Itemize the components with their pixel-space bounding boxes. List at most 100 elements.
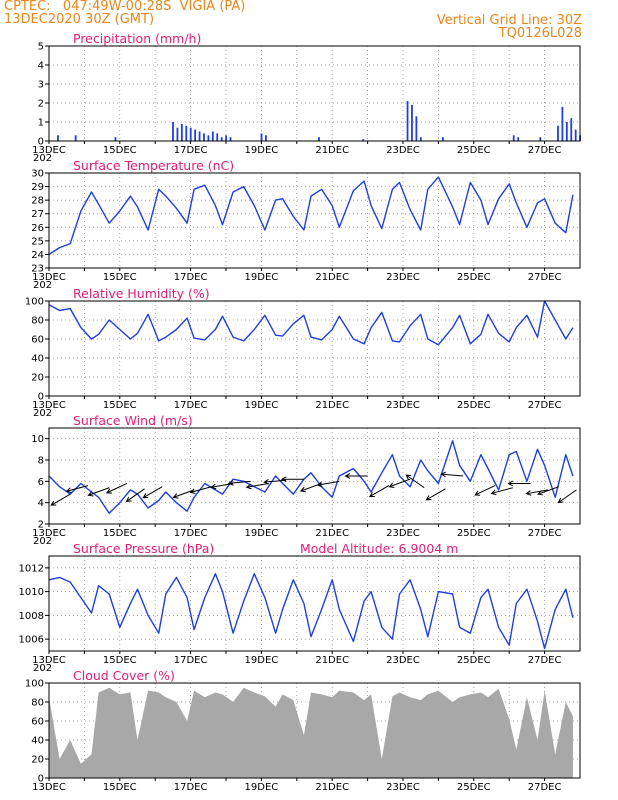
- y-tick-label: 100: [25, 297, 44, 308]
- wind-arrowhead: [142, 493, 149, 499]
- y-tick-label: 0: [38, 774, 44, 785]
- wind-vector: [526, 489, 549, 495]
- x-tick-label: 25DEC: [457, 272, 491, 283]
- wind-vector: [537, 486, 559, 495]
- y-tick-label: 80: [31, 316, 44, 327]
- y-tick-label: 8: [38, 456, 44, 467]
- x-tick-label: 15DEC: [103, 145, 137, 156]
- x-tick-label: 17DEC: [174, 782, 208, 793]
- precip-bar: [411, 104, 413, 141]
- y-tick-label: 26: [31, 223, 44, 234]
- wind-vector: [441, 473, 464, 477]
- precip-bar: [512, 135, 515, 141]
- y-tick-label: 20: [31, 373, 44, 384]
- precip-bar: [203, 133, 205, 141]
- precip-bar: [539, 137, 542, 141]
- wind-vector: [190, 486, 212, 493]
- panel-frame: [48, 45, 581, 142]
- x-tick-label: 27DEC: [528, 400, 562, 411]
- y-tick-label: 5: [38, 42, 44, 53]
- y-tick-label: 1012: [19, 563, 44, 574]
- y-tick-label: 60: [31, 717, 44, 728]
- precip-bar: [180, 123, 183, 141]
- model-code: TQ0126L028: [498, 26, 582, 41]
- y-tick-label: 3: [38, 80, 44, 91]
- wind-vector: [426, 488, 446, 501]
- x-tick-label: 15DEC: [103, 655, 137, 666]
- wind-arrowhead: [125, 496, 132, 503]
- wind-arrowhead: [87, 491, 94, 497]
- precip-bar: [517, 137, 520, 141]
- wind-vector: [389, 478, 411, 488]
- wind-arrowhead: [65, 487, 72, 493]
- x-tick-label: 19DEC: [245, 528, 279, 539]
- wind-arrowhead: [316, 481, 323, 488]
- wind-vector: [126, 488, 145, 502]
- y-tick-label: 80: [31, 698, 44, 709]
- wind-arrowhead: [388, 482, 395, 488]
- wind-arrowhead: [227, 480, 234, 486]
- forecast-date: 13DEC2020 30Z (GMT): [4, 12, 155, 27]
- precip-bar: [216, 133, 219, 141]
- x-tick-label: 27DEC: [528, 528, 562, 539]
- x-tick-label: 25DEC: [457, 145, 491, 156]
- precip-bar: [220, 137, 223, 141]
- wind-arrowhead: [368, 492, 375, 498]
- x-tick-label: 13DEC: [32, 145, 66, 156]
- series-line: [48, 176, 574, 255]
- x-tick-label: 21DEC: [315, 655, 349, 666]
- y-tick-label: 2: [38, 520, 44, 531]
- precip-bar: [570, 118, 573, 141]
- precip-bar: [362, 139, 365, 141]
- wind-arrowhead: [557, 497, 564, 504]
- y-tick-label: 0: [38, 137, 44, 148]
- precip-bar: [185, 125, 188, 141]
- x-tick-label: 19DEC: [245, 400, 279, 411]
- panel-title: Cloud Cover (%): [73, 668, 175, 683]
- wind-vector: [264, 479, 287, 483]
- wind-arrowhead: [50, 500, 57, 506]
- x-tick-label: 13DEC: [32, 272, 66, 283]
- wind-vector: [88, 487, 110, 496]
- panel-frame: [48, 300, 581, 397]
- y-tick-label: 20: [31, 755, 44, 766]
- precip-bar: [172, 122, 174, 141]
- x-tick-label: 27DEC: [528, 272, 562, 283]
- wind-arrowhead: [189, 488, 196, 495]
- panel-title: Surface Pressure (hPa): [73, 541, 214, 556]
- precip-bar: [318, 137, 320, 141]
- precip-bar: [565, 122, 568, 141]
- wind-arrowhead: [344, 473, 351, 479]
- wind-vector: [317, 480, 340, 486]
- x-tick-label: 25DEC: [457, 528, 491, 539]
- wind-arrowhead: [263, 478, 270, 485]
- wind-arrowhead: [245, 483, 252, 490]
- precip-bar: [194, 129, 197, 141]
- x-tick-label: 23DEC: [386, 145, 420, 156]
- x-tick-label: 19DEC: [245, 782, 279, 793]
- cloud-cover-area: [49, 687, 573, 778]
- x-tick-label: 13DEC: [32, 528, 66, 539]
- precip-bar: [260, 133, 263, 141]
- x-tick-label: 13DEC: [32, 400, 66, 411]
- precip-bar: [225, 135, 227, 141]
- grid-line-note: Vertical Grid Line: 30Z: [436, 13, 582, 28]
- y-tick-label: 10: [31, 434, 44, 445]
- y-tick-label: 2: [38, 99, 44, 110]
- wind-vector: [106, 483, 128, 494]
- precip-bar: [419, 137, 422, 141]
- y-tick-label: 23: [31, 264, 44, 275]
- x-tick-label: 25DEC: [457, 400, 491, 411]
- y-tick-label: 6: [38, 477, 44, 488]
- wind-vector: [173, 489, 195, 498]
- x-tick-label: 27DEC: [528, 655, 562, 666]
- wind-vector: [369, 485, 390, 498]
- precip-bar: [265, 135, 267, 141]
- precip-bar: [176, 127, 179, 141]
- x-tick-label: 15DEC: [103, 272, 137, 283]
- x-tick-label: 17DEC: [174, 400, 208, 411]
- y-tick-label: 25: [31, 236, 44, 247]
- x-tick-label: 21DEC: [315, 272, 349, 283]
- y-tick-label: 27: [31, 209, 44, 220]
